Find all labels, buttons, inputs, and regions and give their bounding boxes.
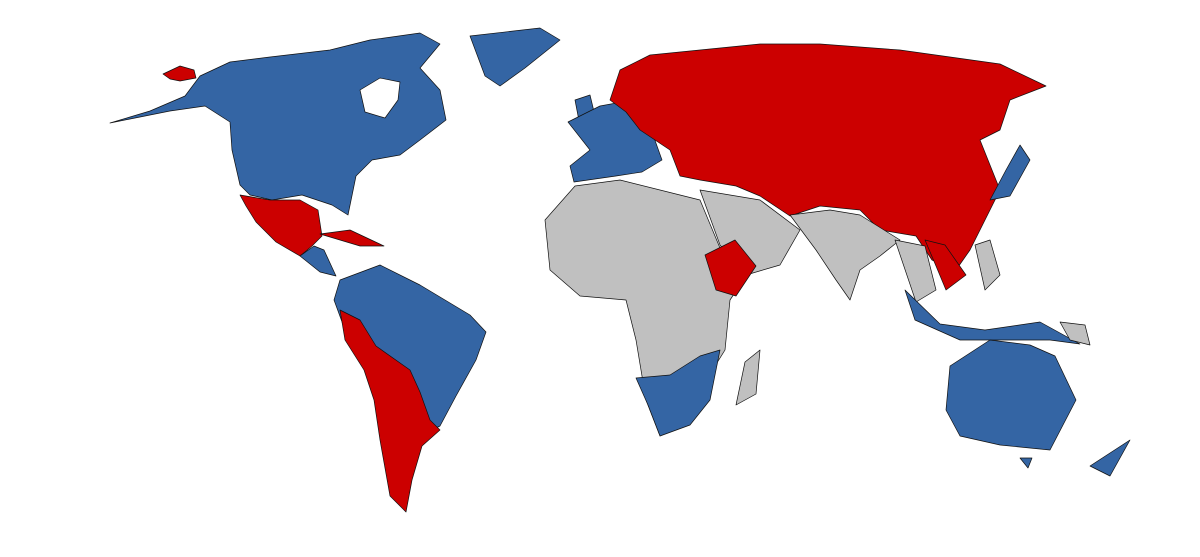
region-australia (945, 339, 1077, 451)
region-philippines (974, 239, 1001, 291)
region-canada-usa (109, 32, 447, 216)
region-japan (989, 144, 1031, 201)
region-eurasia-red (609, 43, 1047, 271)
region-central-america (299, 245, 337, 277)
region-mexico (239, 194, 323, 257)
region-alaska (162, 65, 197, 82)
region-india (789, 209, 901, 301)
region-south-america-red (339, 309, 441, 513)
region-hudson-bay (359, 77, 401, 119)
region-vietnam (924, 239, 967, 291)
region-new-guinea-east (1059, 321, 1091, 346)
region-indonesia (904, 289, 1081, 345)
region-arabia (699, 189, 801, 276)
region-madagascar (735, 349, 761, 406)
region-tasmania (1019, 457, 1033, 469)
region-southern-africa (635, 349, 721, 437)
region-new-zealand (1089, 439, 1131, 477)
region-cuba (319, 229, 385, 247)
region-indochina (894, 239, 937, 303)
region-greenland (469, 27, 561, 87)
region-ethiopia (704, 239, 757, 297)
